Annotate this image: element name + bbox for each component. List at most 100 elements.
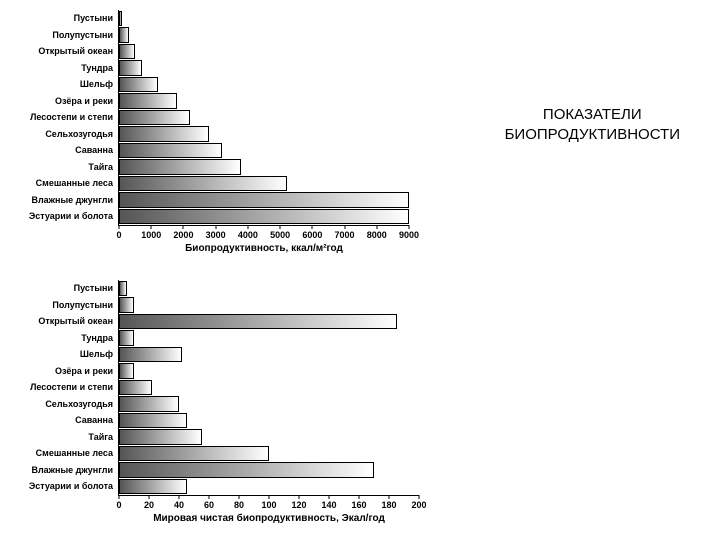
- bar: [119, 44, 135, 60]
- chart-bioproductivity-per-area: ПустыниПолупустыниОткрытый океанТундраШе…: [118, 10, 409, 226]
- category-label: Шельф: [80, 349, 119, 359]
- category-label: Сельхозугодья: [45, 129, 119, 139]
- category-label: Тайга: [88, 162, 119, 172]
- bar-row: Озёра и реки: [119, 93, 409, 110]
- x-tick-label: 60: [204, 500, 214, 510]
- bar: [119, 110, 190, 126]
- bar: [119, 27, 129, 43]
- category-label: Эстуарии и болота: [29, 211, 119, 221]
- x-tick-label: 9000: [399, 230, 419, 240]
- bar: [119, 159, 241, 175]
- bar-row: Саванна: [119, 412, 419, 429]
- bar: [119, 297, 134, 313]
- bar-row: Влажные джунгли: [119, 192, 409, 209]
- bar: [119, 330, 134, 346]
- bar: [119, 446, 269, 462]
- category-label: Лесостепи и степи: [30, 112, 119, 122]
- category-label: Пустыни: [74, 13, 119, 23]
- category-label: Эстуарии и болота: [29, 481, 119, 491]
- bar: [119, 396, 179, 412]
- category-label: Открытый океан: [38, 316, 119, 326]
- bar-row: Смешанные леса: [119, 175, 409, 192]
- bar-row: Тундра: [119, 330, 419, 347]
- x-tick-label: 120: [291, 500, 306, 510]
- title-line-2: БИОПРОДУКТИВНОСТИ: [505, 125, 680, 145]
- category-label: Тундра: [81, 63, 119, 73]
- page-title: ПОКАЗАТЕЛИ БИОПРОДУКТИВНОСТИ: [505, 105, 680, 144]
- category-label: Пустыни: [74, 283, 119, 293]
- bar-row: Шельф: [119, 346, 419, 363]
- bar: [119, 281, 127, 297]
- category-label: Смешанные леса: [36, 178, 119, 188]
- x-tick-label: 2000: [173, 230, 193, 240]
- bar-row: Смешанные леса: [119, 445, 419, 462]
- bar: [119, 462, 374, 478]
- bar-row: Эстуарии и болота: [119, 478, 419, 495]
- bar: [119, 192, 409, 208]
- category-label: Полупустыни: [52, 300, 119, 310]
- category-label: Саванна: [75, 415, 119, 425]
- category-label: Полупустыни: [52, 30, 119, 40]
- category-label: Влажные джунгли: [31, 465, 119, 475]
- x-tick-label: 140: [321, 500, 336, 510]
- category-label: Смешанные леса: [36, 448, 119, 458]
- x-tick-label: 5000: [270, 230, 290, 240]
- bar: [119, 413, 187, 429]
- bar-row: Полупустыни: [119, 297, 419, 314]
- bar: [119, 93, 177, 109]
- x-tick-label: 80: [234, 500, 244, 510]
- x-tick-label: 20: [144, 500, 154, 510]
- bar-row: Озёра и реки: [119, 363, 419, 380]
- x-tick-label: 100: [261, 500, 276, 510]
- bar-row: Тундра: [119, 60, 409, 77]
- chart-world-net-bioproductivity: ПустыниПолупустыниОткрытый океанТундраШе…: [118, 280, 419, 496]
- x-tick-label: 200: [411, 500, 426, 510]
- x-tick-label: 4000: [238, 230, 258, 240]
- plot-area: ПустыниПолупустыниОткрытый океанТундраШе…: [118, 10, 409, 226]
- bar: [119, 77, 158, 93]
- bar-row: Лесостепи и степи: [119, 379, 419, 396]
- category-label: Лесостепи и степи: [30, 382, 119, 392]
- bar-row: Тайга: [119, 159, 409, 176]
- x-tick-label: 6000: [302, 230, 322, 240]
- bar-row: Открытый океан: [119, 43, 409, 60]
- bar-row: Сельхозугодья: [119, 126, 409, 143]
- bar-row: Пустыни: [119, 10, 409, 27]
- x-tick-label: 0: [116, 230, 121, 240]
- bar: [119, 479, 187, 495]
- bar-row: Влажные джунгли: [119, 462, 419, 479]
- category-label: Саванна: [75, 145, 119, 155]
- bar-row: Пустыни: [119, 280, 419, 297]
- x-tick-label: 1000: [141, 230, 161, 240]
- category-label: Сельхозугодья: [45, 399, 119, 409]
- category-label: Тундра: [81, 333, 119, 343]
- x-tick-label: 7000: [335, 230, 355, 240]
- bar: [119, 314, 397, 330]
- bar: [119, 143, 222, 159]
- x-tick-label: 40: [174, 500, 184, 510]
- plot-area: ПустыниПолупустыниОткрытый океанТундраШе…: [118, 280, 419, 496]
- bar-row: Эстуарии и болота: [119, 208, 409, 225]
- bar-row: Полупустыни: [119, 27, 409, 44]
- category-label: Шельф: [80, 79, 119, 89]
- bar-row: Сельхозугодья: [119, 396, 419, 413]
- bar-row: Лесостепи и степи: [119, 109, 409, 126]
- bar: [119, 363, 134, 379]
- bar: [119, 429, 202, 445]
- x-axis-title: Биопродуктивность, ккал/м²год: [185, 243, 343, 254]
- bar-row: Тайга: [119, 429, 419, 446]
- bar: [119, 347, 182, 363]
- category-label: Открытый океан: [38, 46, 119, 56]
- x-tick-label: 3000: [206, 230, 226, 240]
- x-tick-label: 8000: [367, 230, 387, 240]
- category-label: Озёра и реки: [55, 366, 119, 376]
- category-label: Тайга: [88, 432, 119, 442]
- bar: [119, 176, 287, 192]
- bar: [119, 209, 409, 225]
- bar-row: Шельф: [119, 76, 409, 93]
- bar-row: Саванна: [119, 142, 409, 159]
- bar-row: Открытый океан: [119, 313, 419, 330]
- title-line-1: ПОКАЗАТЕЛИ: [505, 105, 680, 125]
- category-label: Влажные джунгли: [31, 195, 119, 205]
- x-tick-label: 0: [116, 500, 121, 510]
